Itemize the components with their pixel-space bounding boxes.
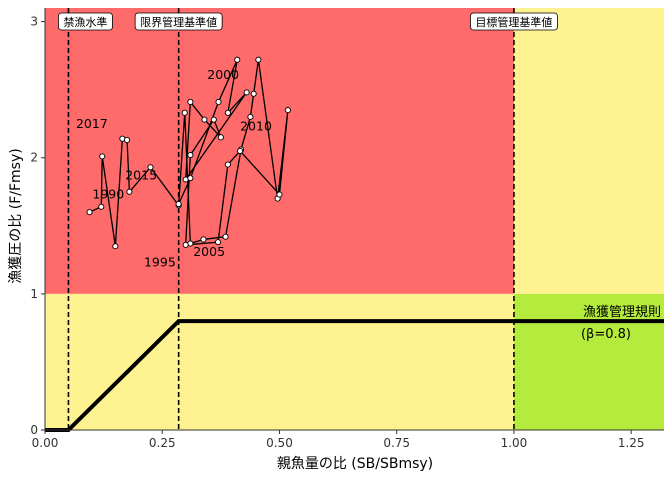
data-points: [86, 56, 291, 250]
data-point: [276, 191, 283, 198]
x-tick-label: 0.25: [149, 436, 176, 450]
reference-label-box: [470, 12, 558, 31]
data-point: [147, 164, 154, 171]
y-tick-label: 2: [30, 151, 38, 165]
data-point: [214, 239, 222, 246]
y-tick-label: 3: [30, 15, 38, 29]
data-point: [187, 98, 194, 105]
reference-label: 限界管理基準値: [140, 15, 217, 29]
y-tick-label: 0: [30, 423, 38, 437]
zone-backgrounds: [45, 8, 664, 430]
rule-label: 漁獲管理規則: [583, 305, 661, 320]
reference-lines: [67, 8, 515, 430]
reference-label: 目標管理基準値: [475, 15, 552, 29]
axes: 0.00 0.25 0.50 0.75 1.00 1.25 0 1 2 3: [30, 8, 664, 450]
year-label: 2015: [125, 168, 157, 183]
data-point: [201, 116, 208, 123]
data-point: [222, 233, 229, 240]
zone-overfished: [45, 8, 514, 294]
data-point: [247, 113, 254, 120]
data-point: [200, 236, 207, 243]
zone-recovering: [45, 293, 514, 430]
x-tick-label: 1.00: [501, 436, 528, 450]
rule-labels: 漁獲管理規則 (β=0.8): [581, 305, 661, 342]
zone-healthy: [513, 293, 664, 430]
reference-labels: 禁漁水準 限界管理基準値 目標管理基準値: [58, 12, 558, 31]
x-tick-label: 0.50: [266, 436, 293, 450]
year-label: 2010: [240, 119, 272, 134]
x-tick-label: 0.75: [383, 436, 410, 450]
year-label: 1990: [92, 187, 124, 202]
data-point: [182, 241, 189, 248]
data-point: [284, 107, 291, 114]
data-point: [187, 151, 194, 159]
data-point: [217, 134, 224, 141]
reference-label-box: [58, 12, 113, 31]
y-tick-label: 1: [30, 287, 38, 301]
data-point: [255, 56, 262, 63]
data-point: [215, 98, 222, 105]
rule-beta-label: (β=0.8): [581, 327, 631, 342]
trajectory: [89, 59, 289, 247]
year-label: 2017: [76, 116, 108, 131]
data-point: [234, 56, 241, 63]
data-point: [175, 200, 182, 208]
data-point: [181, 109, 188, 116]
year-label: 1995: [144, 255, 176, 270]
reference-label: 禁漁水準: [63, 15, 107, 29]
data-point: [250, 90, 257, 97]
data-point: [187, 175, 194, 182]
reference-label-box: [134, 12, 223, 31]
data-point: [112, 243, 119, 250]
data-point: [224, 109, 231, 116]
data-point: [126, 188, 133, 195]
data-point: [86, 209, 93, 216]
data-point: [237, 147, 244, 154]
data-point: [98, 203, 105, 210]
year-label: 2005: [193, 244, 225, 259]
y-axis-title: 漁獲圧の比 (F/Fmsy): [8, 148, 24, 283]
trajectory-line: [89, 59, 289, 247]
zone-overfishing: [513, 8, 664, 294]
data-point: [99, 153, 106, 160]
data-point: [243, 89, 250, 96]
x-tick-label: 0.00: [32, 436, 59, 450]
data-point: [124, 136, 131, 144]
year-label: 2000: [207, 67, 239, 82]
data-point: [224, 161, 231, 168]
data-point: [210, 116, 217, 123]
x-axis-title: 親魚量の比 (SB/SBmsy): [277, 456, 433, 472]
x-tick-label: 1.25: [618, 436, 645, 450]
